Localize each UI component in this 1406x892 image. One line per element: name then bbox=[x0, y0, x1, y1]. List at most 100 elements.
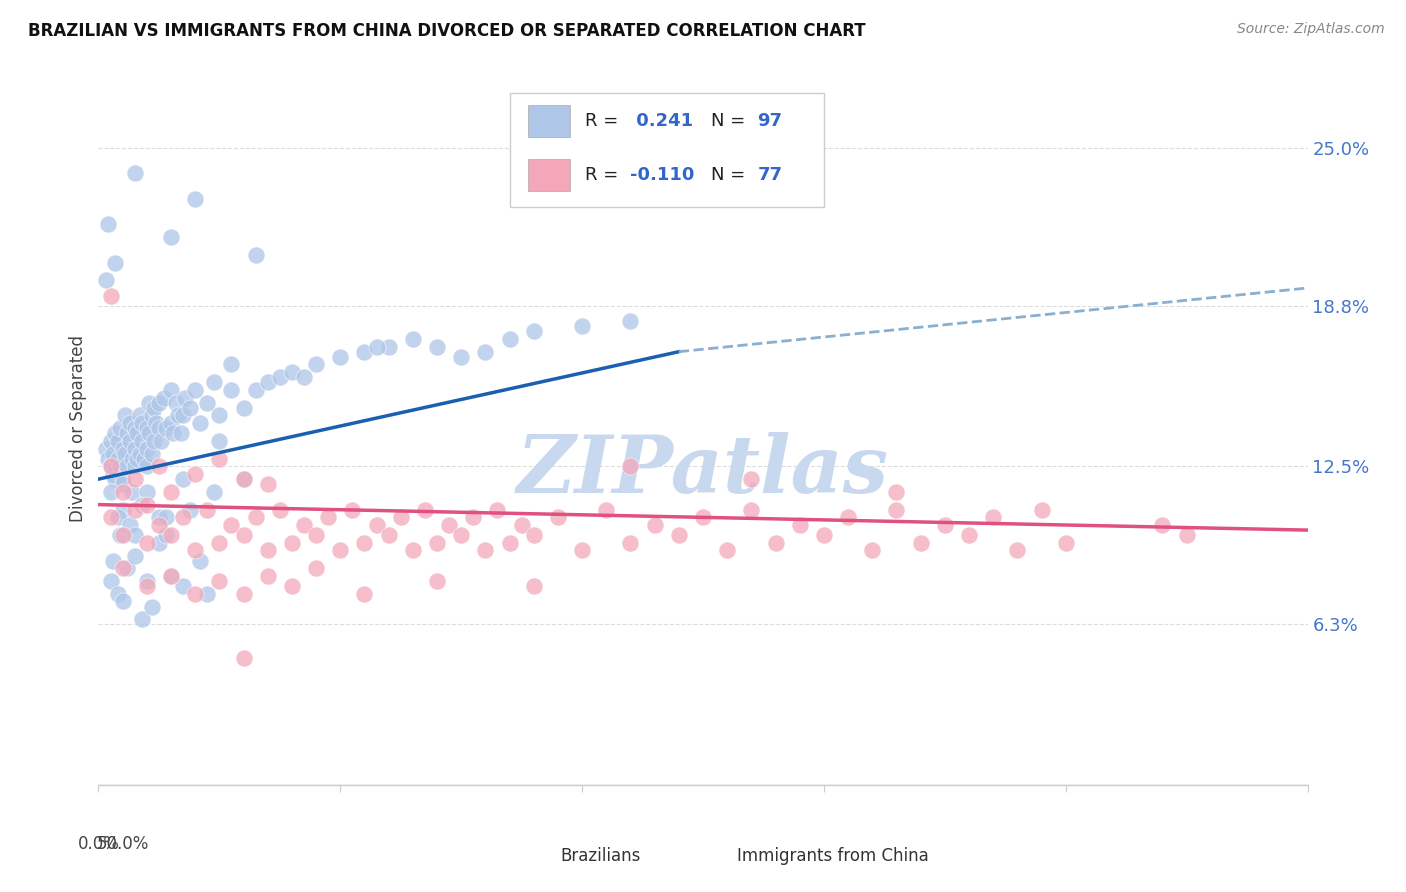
Point bbox=[114, 447, 136, 461]
Point bbox=[135, 536, 157, 550]
Point bbox=[94, 273, 117, 287]
Point bbox=[523, 528, 546, 542]
Point bbox=[426, 340, 449, 354]
Point bbox=[813, 528, 835, 542]
Point bbox=[160, 484, 183, 499]
Point bbox=[208, 574, 231, 588]
Text: BRAZILIAN VS IMMIGRANTS FROM CHINA DIVORCED OR SEPARATED CORRELATION CHART: BRAZILIAN VS IMMIGRANTS FROM CHINA DIVOR… bbox=[28, 22, 866, 40]
Point bbox=[232, 401, 254, 415]
Point bbox=[1031, 502, 1053, 516]
Point bbox=[127, 451, 149, 466]
Point bbox=[184, 587, 207, 601]
Point bbox=[101, 554, 124, 568]
Point bbox=[204, 376, 226, 390]
Point bbox=[463, 510, 485, 524]
Point bbox=[155, 421, 177, 435]
Point bbox=[111, 528, 134, 542]
Point bbox=[174, 391, 197, 405]
Point bbox=[117, 426, 139, 441]
Point bbox=[135, 579, 157, 593]
Point bbox=[111, 502, 134, 516]
Point bbox=[204, 484, 226, 499]
Point bbox=[145, 416, 167, 430]
Point bbox=[668, 528, 690, 542]
Point bbox=[141, 599, 163, 614]
Point bbox=[179, 502, 201, 516]
Point bbox=[127, 426, 149, 441]
Point bbox=[107, 510, 129, 524]
Point bbox=[1054, 536, 1077, 550]
Point bbox=[256, 477, 278, 491]
FancyBboxPatch shape bbox=[527, 105, 569, 137]
Point bbox=[172, 409, 194, 423]
Point bbox=[437, 518, 460, 533]
Point bbox=[131, 612, 153, 626]
Point bbox=[269, 370, 291, 384]
Point bbox=[837, 510, 859, 524]
Y-axis label: Divorced or Separated: Divorced or Separated bbox=[69, 334, 87, 522]
Point bbox=[148, 459, 170, 474]
Point bbox=[716, 543, 738, 558]
Point bbox=[510, 518, 533, 533]
Text: R =: R = bbox=[585, 112, 623, 130]
Point bbox=[100, 434, 122, 448]
Point bbox=[101, 467, 124, 481]
Point bbox=[155, 528, 177, 542]
Point bbox=[118, 416, 141, 430]
Point bbox=[486, 502, 509, 516]
Point bbox=[138, 395, 160, 409]
Point bbox=[221, 358, 243, 372]
Point bbox=[450, 350, 472, 364]
Point bbox=[740, 502, 762, 516]
Point bbox=[245, 248, 267, 262]
Point bbox=[124, 166, 146, 180]
Point bbox=[644, 518, 666, 533]
Point bbox=[188, 554, 211, 568]
Point bbox=[155, 510, 177, 524]
Point bbox=[172, 579, 194, 593]
Point bbox=[305, 528, 328, 542]
Point bbox=[128, 447, 150, 461]
Point bbox=[118, 434, 141, 448]
Point bbox=[232, 472, 254, 486]
Point bbox=[143, 401, 166, 415]
Point bbox=[1007, 543, 1029, 558]
Text: 0.241: 0.241 bbox=[630, 112, 693, 130]
Point bbox=[860, 543, 883, 558]
Point bbox=[256, 376, 278, 390]
Point bbox=[910, 536, 932, 550]
Point bbox=[118, 518, 141, 533]
Point bbox=[353, 587, 375, 601]
Text: Immigrants from China: Immigrants from China bbox=[737, 847, 928, 865]
Point bbox=[1175, 528, 1198, 542]
Point bbox=[426, 536, 449, 550]
Point bbox=[104, 426, 127, 441]
Text: -0.110: -0.110 bbox=[630, 166, 695, 184]
Point bbox=[232, 472, 254, 486]
Point bbox=[377, 528, 399, 542]
Text: Brazilians: Brazilians bbox=[561, 847, 641, 865]
Point bbox=[97, 217, 120, 231]
Point bbox=[256, 543, 278, 558]
Point bbox=[160, 528, 183, 542]
Point bbox=[162, 426, 184, 441]
Point bbox=[135, 498, 157, 512]
Point bbox=[1152, 518, 1174, 533]
Point bbox=[281, 579, 304, 593]
Point bbox=[134, 451, 156, 466]
Point bbox=[117, 561, 139, 575]
Point bbox=[208, 409, 231, 423]
Point bbox=[195, 587, 218, 601]
Point bbox=[160, 383, 183, 397]
Point bbox=[269, 502, 291, 516]
Point bbox=[619, 314, 641, 328]
Point bbox=[141, 447, 163, 461]
Point bbox=[148, 421, 170, 435]
Point bbox=[121, 451, 143, 466]
Point bbox=[184, 467, 207, 481]
Point bbox=[124, 502, 146, 516]
Point bbox=[160, 569, 183, 583]
Point bbox=[619, 536, 641, 550]
Point bbox=[135, 574, 157, 588]
Point bbox=[377, 340, 399, 354]
